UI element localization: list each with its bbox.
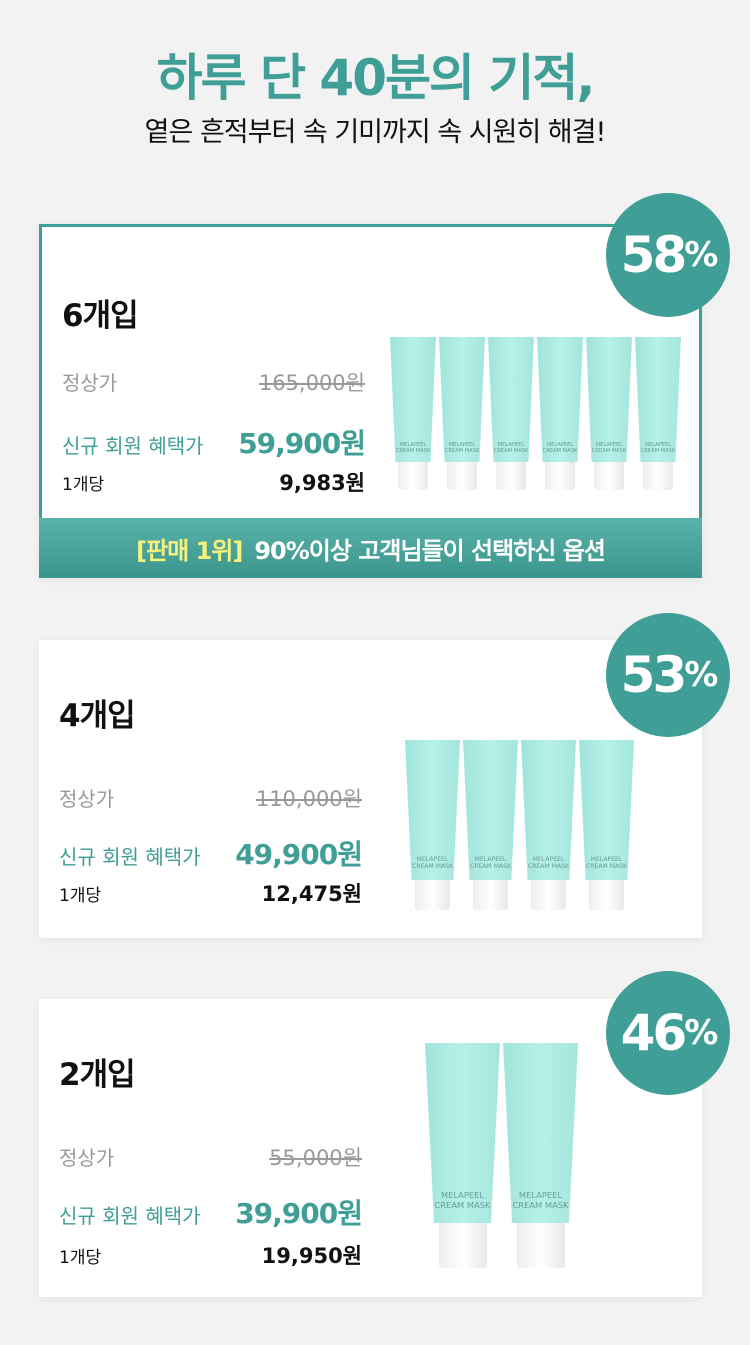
banner-text: 90%이상 고객님들이 선택하신 옵션 [254,536,606,565]
product-tube: MELAPEEL CREAM MASK [439,337,485,490]
product-label: MELAPEEL CREAM MASK [585,856,628,871]
product-label: MELAPEEL CREAM MASK [444,441,480,454]
regular-price-row: 정상가 55,000원 [59,1142,362,1172]
option-title: 2개입 [59,1057,136,1093]
product-tube: MELAPEEL CREAM MASK [537,337,583,490]
discount-badge: 53% [606,613,730,737]
product-label: MELAPEEL CREAM MASK [411,856,454,871]
product-label: MELAPEEL CREAM MASK [640,441,676,454]
product-image: MELAPEEL CREAM MASK MELAPEEL CREAM MASK ME… [405,740,634,910]
product-label: MELAPEEL CREAM MASK [542,441,578,454]
unit-price-row: 1개당 12,475원 [59,878,362,908]
option-card-1[interactable]: 4개입 정상가 110,000원 신규 회원 혜택가 49,900원 1개당 12,4… [39,640,702,938]
unit-price-label: 1개당 [59,1248,102,1268]
product-label: MELAPEEL CREAM MASK [591,441,627,454]
unit-price-label: 1개당 [59,886,102,906]
option-title: 4개입 [59,698,136,734]
option-card-0[interactable]: 6개입 정상가 165,000원 신규 회원 혜택가 59,900원 1개당 9,98… [39,224,702,578]
member-price-row: 신규 회원 혜택가 39,900원 [59,1192,363,1232]
product-image: MELAPEEL CREAM MASK MELAPEEL CREAM MASK ME… [390,337,681,490]
regular-price-label: 정상가 [59,787,115,811]
product-tube: MELAPEEL CREAM MASK [405,740,460,910]
regular-price: 110,000원 [255,787,362,811]
product-image: MELAPEEL CREAM MASK MELAPEEL CREAM MASK [425,1043,578,1268]
regular-price-row: 정상가 110,000원 [59,783,362,813]
member-price-label: 신규 회원 혜택가 [59,1204,201,1228]
product-label: MELAPEEL CREAM MASK [434,1189,491,1210]
member-price-row: 신규 회원 혜택가 49,900원 [59,833,363,873]
product-label: MELAPEEL CREAM MASK [395,441,431,454]
unit-price: 12,475원 [261,882,362,906]
regular-price: 165,000원 [258,371,365,395]
discount-value: 53 [620,646,688,704]
product-tube: MELAPEEL CREAM MASK [503,1043,578,1268]
best-seller-banner: [판매 1위] 90%이상 고객님들이 선택하신 옵션 [39,518,702,578]
product-tube: MELAPEEL CREAM MASK [463,740,518,910]
percent-sign: % [684,235,718,275]
member-price-label: 신규 회원 혜택가 [59,845,201,869]
option-card-2[interactable]: 2개입 정상가 55,000원 신규 회원 혜택가 39,900원 1개당 19,95… [39,999,702,1297]
member-price: 49,900원 [235,838,363,871]
product-tube: MELAPEEL CREAM MASK [390,337,436,490]
option-title: 6개입 [62,298,139,334]
unit-price: 9,983원 [279,471,365,495]
discount-value: 58 [620,226,688,284]
member-price-label: 신규 회원 혜택가 [62,434,204,458]
product-label: MELAPEEL CREAM MASK [469,856,512,871]
product-label: MELAPEEL CREAM MASK [493,441,529,454]
banner-highlight: [판매 1위] [136,536,243,565]
headline: 하루 단 40분의 기적, [156,49,596,107]
discount-value: 46 [620,1004,688,1062]
member-price-row: 신규 회원 혜택가 59,900원 [62,422,366,462]
unit-price-row: 1개당 9,983원 [62,467,365,497]
unit-price-row: 1개당 19,950원 [59,1240,362,1270]
regular-price-row: 정상가 165,000원 [62,367,365,397]
product-tube: MELAPEEL CREAM MASK [579,740,634,910]
product-tube: MELAPEEL CREAM MASK [488,337,534,490]
member-price: 39,900원 [235,1197,363,1230]
regular-price: 55,000원 [269,1146,362,1170]
discount-badge: 46% [606,971,730,1095]
percent-sign: % [684,1013,718,1053]
product-tube: MELAPEEL CREAM MASK [425,1043,500,1268]
product-tube: MELAPEEL CREAM MASK [635,337,681,490]
product-tube: MELAPEEL CREAM MASK [586,337,632,490]
unit-price: 19,950원 [261,1244,362,1268]
discount-badge: 58% [606,193,730,317]
regular-price-label: 정상가 [62,371,118,395]
subheadline: 옅은 흔적부터 속 기미까지 속 시원히 해결! [144,117,607,148]
product-label: MELAPEEL CREAM MASK [512,1189,569,1210]
product-tube: MELAPEEL CREAM MASK [521,740,576,910]
unit-price-label: 1개당 [62,475,105,495]
percent-sign: % [684,655,718,695]
product-label: MELAPEEL CREAM MASK [527,856,570,871]
member-price: 59,900원 [238,427,366,460]
regular-price-label: 정상가 [59,1146,115,1170]
